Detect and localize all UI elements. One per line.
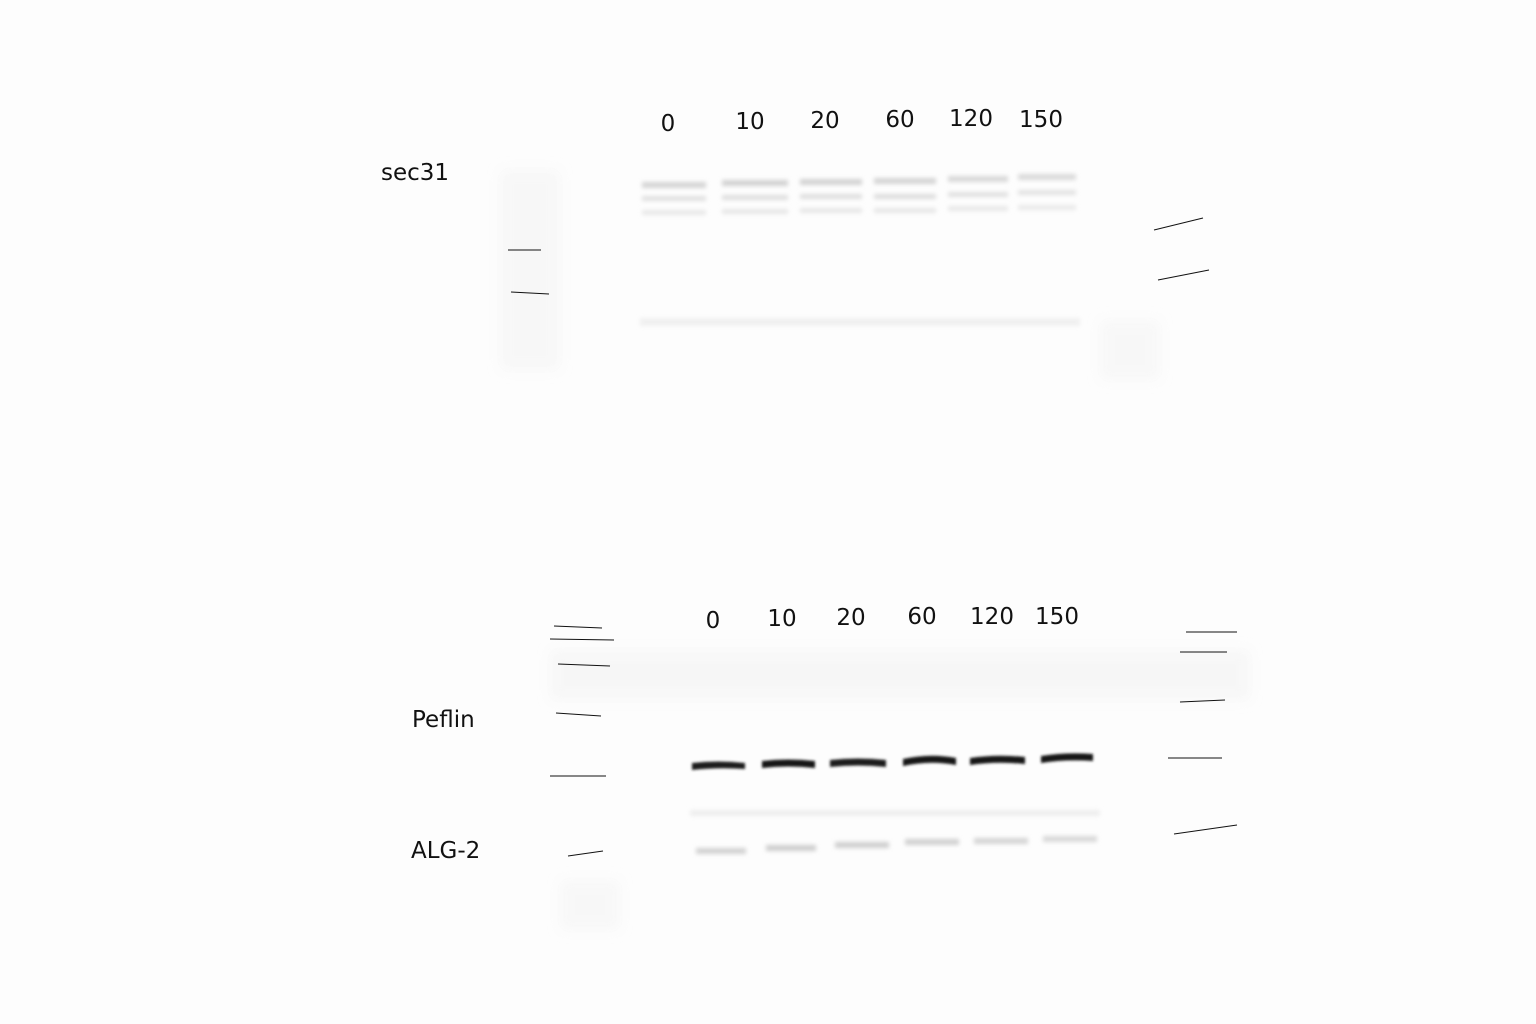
bottom-left-marker-1 <box>553 625 603 629</box>
sec31-band-lane-1 <box>642 182 706 215</box>
alg2-label: ALG-2 <box>411 838 481 864</box>
peflin-band-lane-2 <box>762 759 815 768</box>
sec31-band-lane-2 <box>722 180 788 214</box>
alg2-band-lane-6 <box>1043 836 1097 842</box>
alg2-band-lane-3 <box>835 842 889 848</box>
peflin-band-lane-4 <box>903 755 956 766</box>
top-right-marker-1 <box>1153 217 1204 231</box>
bottom-lane-label-6: 150 <box>1035 604 1079 630</box>
bottom-left-marker-6 <box>567 850 604 857</box>
bottom-lane-label-3: 20 <box>836 605 866 631</box>
peflin-band-lane-1 <box>692 761 745 770</box>
sec31-label: sec31 <box>381 160 450 186</box>
top-left-marker-2 <box>510 291 550 295</box>
peflin-band-lane-5 <box>970 755 1025 765</box>
bottom-lane-label-4: 60 <box>907 604 937 630</box>
bottom-marker-lines <box>549 625 1238 857</box>
peflin-band-lane-6 <box>1041 753 1093 763</box>
alg2-band-lane-5 <box>974 838 1028 844</box>
bottom-right-marker-5 <box>1173 824 1238 835</box>
sec31-band-lane-4 <box>874 178 936 213</box>
top-lane-label-5: 120 <box>949 106 993 132</box>
sec31-band-lane-5 <box>948 176 1008 211</box>
alg2-band-lane-2 <box>766 845 816 851</box>
top-lane-label-6: 150 <box>1019 107 1063 133</box>
membrane-background <box>500 170 1250 930</box>
top-lane-label-4: 60 <box>885 107 915 133</box>
bottom-left-marker-4 <box>555 712 602 717</box>
peflin-bands <box>692 753 1093 770</box>
bottom-left-marker-3 <box>557 663 611 667</box>
bottom-lane-label-1: 0 <box>705 608 721 634</box>
top-right-marker-2 <box>1157 269 1210 281</box>
top-marker-lines <box>508 217 1210 295</box>
top-lane-label-2: 10 <box>735 109 765 135</box>
bottom-lane-label-2: 10 <box>767 606 797 632</box>
sec31-band-lane-6 <box>1018 174 1076 210</box>
sec31-bands <box>640 174 1080 326</box>
alg2-band-lane-4 <box>905 839 959 845</box>
bottom-lane-label-5: 120 <box>970 604 1014 630</box>
peflin-label: Peflin <box>412 707 475 733</box>
bottom-right-marker-3 <box>1179 699 1226 703</box>
bottom-left-marker-2 <box>549 638 615 641</box>
alg2-bands <box>690 810 1100 854</box>
top-lane-label-3: 20 <box>810 108 840 134</box>
peflin-band-lane-3 <box>830 758 886 767</box>
alg2-band-lane-1 <box>696 848 746 854</box>
top-lane-label-1: 0 <box>660 111 676 137</box>
sec31-band-lane-3 <box>800 179 862 213</box>
